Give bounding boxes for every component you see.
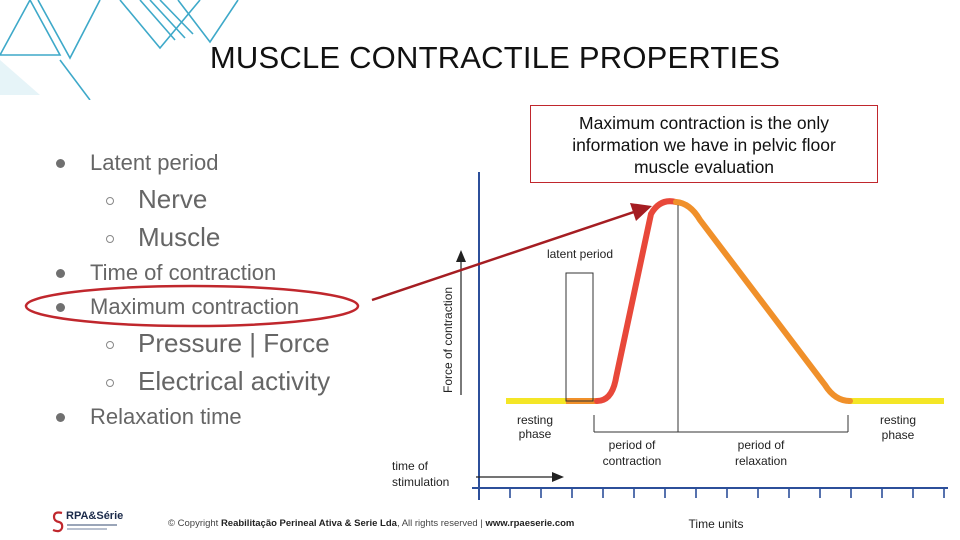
y-axis-label: Force of contraction [441, 287, 455, 393]
period-of-relaxation-line1: period of [738, 438, 785, 452]
contraction-curve [594, 198, 679, 404]
period-brackets [593, 415, 849, 433]
time-of-stimulation-line2: stimulation [392, 475, 449, 489]
period-of-contraction-line2: contraction [603, 454, 662, 468]
company-logo: RPA&Série [52, 510, 124, 536]
sub-bullet-nerve: Nerve [54, 180, 330, 218]
pointer-arrow [371, 208, 641, 302]
x-axis-ticks [509, 488, 945, 498]
bullet-maximum-contraction: Maximum contraction [54, 290, 330, 324]
force-arrowhead [456, 250, 466, 262]
period-of-relaxation-line2: relaxation [735, 454, 787, 468]
bullet-relaxation-time: Relaxation time [54, 400, 330, 434]
resting-phase-left-line1: resting [517, 413, 553, 427]
footer-middle: , All rights reserved | [396, 518, 486, 529]
logo-subline [67, 524, 117, 526]
footer-website-link[interactable]: www.rpaeserie.com [485, 518, 575, 529]
callout-line-2: information we have in pelvic floor [572, 135, 836, 155]
stimulation-arrowhead [552, 472, 564, 482]
footer-prefix: © Copyright [168, 518, 221, 529]
logo-text: RPA&Série [66, 510, 124, 522]
relaxation-curve [673, 199, 853, 404]
decorative-pattern [0, 0, 239, 100]
highlight-ellipse [24, 284, 360, 328]
logo-subline-2 [67, 528, 107, 530]
latent-period-label: latent period [547, 247, 613, 261]
sub-bullet-muscle: Muscle [54, 218, 330, 256]
pointer-arrowhead [630, 203, 652, 221]
resting-phase-left-line2: phase [519, 427, 552, 441]
bullet-time-of-contraction: Time of contraction [54, 256, 330, 290]
time-of-stimulation-line1: time of [392, 459, 429, 473]
latent-period-box [565, 272, 594, 402]
sub-bullet-electrical-activity: Electrical activity [54, 362, 330, 400]
bullet-latent-period: Latent period [54, 146, 330, 180]
slide-title: MUSCLE CONTRACTILE PROPERTIES [209, 40, 781, 75]
footer-copyright: © Copyright Reabilitação Perineal Ativa … [168, 518, 574, 529]
bullet-list: Latent period Nerve Muscle Time of contr… [54, 146, 330, 434]
sub-bullet-pressure-force: Pressure | Force [54, 324, 330, 362]
x-axis-label: Time units [689, 517, 744, 531]
logo-s-icon [52, 511, 64, 533]
resting-phase-right-line2: phase [882, 428, 915, 442]
callout-line-3: muscle evaluation [633, 157, 775, 177]
resting-phase-right-line1: resting [880, 413, 916, 427]
callout-line-1: Maximum contraction is the only [579, 113, 829, 133]
period-of-contraction-line1: period of [609, 438, 656, 452]
footer-company: Reabilitação Perineal Ativa & Serie Lda [220, 518, 397, 529]
callout-box: Maximum contraction is the only informat… [530, 105, 878, 183]
